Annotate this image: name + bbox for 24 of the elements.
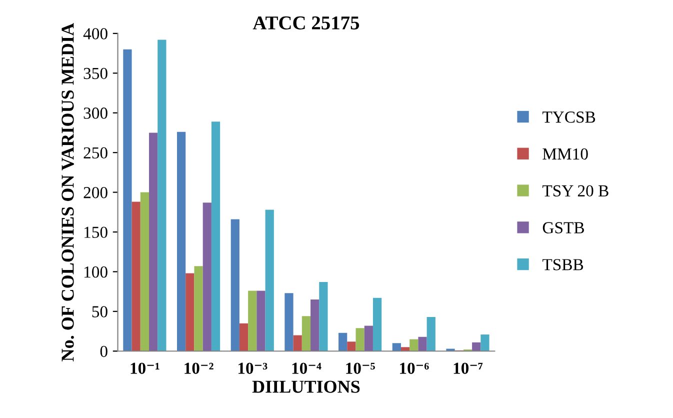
y-tick-label: 150 [84,226,108,238]
legend-label: GSTB [542,222,584,234]
x-tick-label: 10⁻¹ [130,362,160,374]
x-tick-label: 10⁻² [184,362,214,374]
legend-label: TSY 20 B [542,185,608,197]
y-tick-label: 50 [92,306,108,318]
y-tick-label: 0 [100,346,108,358]
x-tick-label: 10⁻³ [238,362,268,374]
y-tick-label: 350 [84,68,108,80]
y-tick-label: 300 [84,108,108,119]
x-tick-label: 10⁻⁵ [346,362,375,374]
legend-label: MM10 [542,148,588,160]
legend-label: TSBB [542,259,584,270]
y-tick-label: 400 [83,28,108,40]
x-tick-label: 10⁻⁷ [454,362,483,374]
chart-title: ATCC 25175 [252,16,360,30]
x-tick-label: 10⁻⁶ [400,362,429,374]
x-tick-label: 10⁻⁴ [292,362,322,374]
y-tick-label: 250 [84,147,108,159]
x-axis-title: DIILUTIONS [252,380,360,393]
y-tick-label: 100 [84,266,108,278]
y-tick-label: 200 [84,186,108,198]
y-axis-title: No. OF COLONIES ON VARIOUS MEDIA [62,23,74,362]
legend-label: TYCSB [542,112,596,123]
